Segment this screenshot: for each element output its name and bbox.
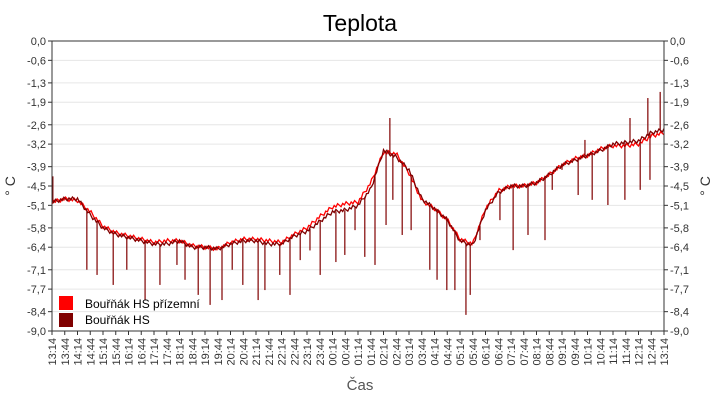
y-tick-label-left: -5,8 xyxy=(27,223,46,235)
y-tick-label-right: -3,2 xyxy=(670,139,689,151)
y-tick-label-right: -7,1 xyxy=(670,265,689,277)
x-tick-label: 08:44 xyxy=(544,338,556,366)
y-tick-label-left: -5,1 xyxy=(27,200,46,212)
x-tick-label: 13:44 xyxy=(60,338,72,366)
x-tick-label: 23:14 xyxy=(302,338,314,366)
y-tick-label-left: -8,4 xyxy=(27,307,46,319)
x-tick-label: 07:44 xyxy=(519,338,531,366)
x-tick-label: 09:14 xyxy=(557,338,569,366)
x-tick-label: 09:44 xyxy=(570,338,582,366)
x-tick-label: 10:44 xyxy=(595,338,607,366)
legend-swatch-1 xyxy=(59,296,73,310)
y-tick-label-right: -4,5 xyxy=(670,181,689,193)
y-tick-label-right: -1,3 xyxy=(670,78,689,90)
y-tick-label-right: -2,6 xyxy=(670,120,689,132)
x-tick-label: 15:14 xyxy=(98,338,110,366)
y-tick-label-right: -5,8 xyxy=(670,223,689,235)
x-tick-label: 06:44 xyxy=(493,338,505,366)
x-tick-label: 17:14 xyxy=(149,338,161,366)
y-tick-label-right: -6,4 xyxy=(670,242,689,254)
x-tick-label: 14:44 xyxy=(85,338,97,366)
y-tick-label-right: -0,6 xyxy=(670,55,689,67)
x-tick-label: 01:44 xyxy=(366,338,378,366)
legend-label-1: Bouřňák HS přízemní xyxy=(85,297,200,311)
x-tick-label: 01:14 xyxy=(353,338,365,366)
x-tick-label: 19:14 xyxy=(200,338,212,366)
y-tick-label-left: -6,4 xyxy=(27,242,46,254)
series-line-2 xyxy=(51,127,665,252)
x-tick-label: 05:14 xyxy=(455,338,467,366)
legend-label-2: Bouřňák HS xyxy=(85,313,150,327)
x-tick-label: 17:44 xyxy=(162,338,174,366)
y-axis-label-left: ° C xyxy=(2,176,18,196)
x-tick-label: 11:44 xyxy=(621,338,633,365)
y-tick-label-left: 0,0 xyxy=(31,36,46,48)
x-tick-label: 05:44 xyxy=(468,338,480,366)
x-axis: 13:14 13:44 14:14 14:44 15:14 15:44 16:14 16:44… xyxy=(47,331,671,366)
x-tick-label: 02:14 xyxy=(379,338,391,366)
y-axis-label-right: ° C xyxy=(697,176,713,196)
x-tick-label: 21:44 xyxy=(264,338,276,366)
legend: Bouřňák HS přízemní Bouřňák HS xyxy=(59,296,200,327)
y-tick-label-right: 0,0 xyxy=(670,36,685,48)
x-tick-label: 00:14 xyxy=(328,338,340,366)
y-tick-label-left: -2,6 xyxy=(27,120,46,132)
x-tick-label: 00:44 xyxy=(340,338,352,366)
y-tick-label-right: -7,7 xyxy=(670,284,689,296)
y-tick-label-left: -4,5 xyxy=(27,181,46,193)
legend-swatch-2 xyxy=(59,313,73,327)
grid xyxy=(52,40,664,332)
x-tick-label: 22:44 xyxy=(289,338,301,366)
x-tick-label: 23:44 xyxy=(315,338,327,366)
y-tick-label-left: -1,9 xyxy=(27,97,46,109)
x-tick-label: 03:14 xyxy=(404,338,416,366)
x-tick-label: 16:44 xyxy=(136,338,148,366)
y-axes: 0,0 0,0 -0,6 -0,6 -1,3 -1,3 -1,9 -1,9 -2,6 -2,6 -3… xyxy=(27,36,689,338)
x-tick-label: 04:44 xyxy=(442,338,454,366)
y-tick-label-left: -3,9 xyxy=(27,162,46,174)
y-tick-label-right: -9,0 xyxy=(670,326,689,338)
x-tick-label: 14:14 xyxy=(73,338,85,366)
x-tick-label: 02:44 xyxy=(391,338,403,366)
x-tick-label: 15:44 xyxy=(111,338,123,366)
y-tick-label-right: -3,9 xyxy=(670,162,689,174)
x-tick-label: 22:14 xyxy=(277,338,289,366)
x-tick-label: 10:14 xyxy=(583,338,595,366)
x-tick-label: 04:14 xyxy=(430,338,442,366)
x-tick-label: 06:14 xyxy=(481,338,493,366)
y-tick-label-left: -7,7 xyxy=(27,284,46,296)
x-tick-label: 03:44 xyxy=(417,338,429,366)
x-tick-label: 12:14 xyxy=(634,338,646,366)
x-tick-label: 12:44 xyxy=(646,338,658,366)
x-tick-label: 20:14 xyxy=(226,338,238,366)
x-tick-label: 21:14 xyxy=(251,338,263,366)
chart-title: Teplota xyxy=(323,10,397,36)
x-tick-label: 18:44 xyxy=(187,338,199,366)
y-tick-label-left: -0,6 xyxy=(27,55,46,67)
x-tick-label: 13:14 xyxy=(659,338,671,366)
x-axis-label: Čas xyxy=(347,377,374,394)
x-tick-label: 13:14 xyxy=(47,338,59,366)
x-tick-label: 11:14 xyxy=(608,338,620,365)
y-tick-label-right: -5,1 xyxy=(670,200,689,212)
x-tick-label: 20:44 xyxy=(238,338,250,366)
y-tick-label-left: -1,3 xyxy=(27,78,46,90)
x-tick-label: 08:14 xyxy=(532,338,544,366)
x-tick-label: 16:14 xyxy=(124,338,136,366)
series-layer xyxy=(51,91,665,315)
x-tick-label: 19:44 xyxy=(213,338,225,366)
x-tick-label: 07:14 xyxy=(506,338,518,366)
y-tick-label-left: -7,1 xyxy=(27,265,46,277)
y-tick-label-left: -3,2 xyxy=(27,139,46,151)
x-tick-label: 18:14 xyxy=(175,338,187,366)
y-tick-label-right: -1,9 xyxy=(670,97,689,109)
series-line-1 xyxy=(51,130,665,252)
y-tick-label-left: -9,0 xyxy=(27,326,46,338)
y-tick-label-right: -8,4 xyxy=(670,307,689,319)
